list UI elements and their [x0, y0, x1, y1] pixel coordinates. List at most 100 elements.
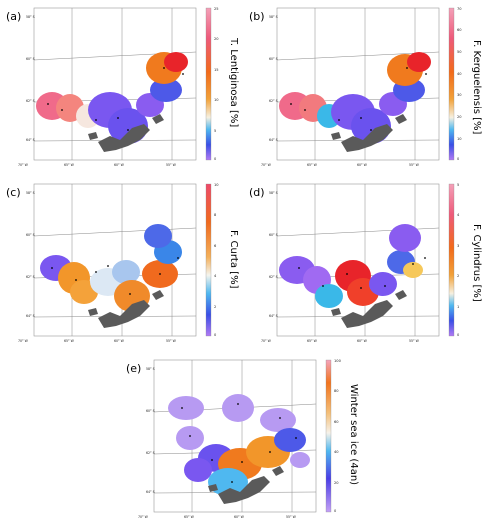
panel-label: (b) [249, 10, 265, 23]
lon-label: 60° W [114, 339, 125, 343]
svg-text:4: 4 [214, 274, 217, 278]
svg-text:0: 0 [334, 509, 337, 513]
panel-c: 58° S 60° S 62° S 64° S 70° W 65° W 60° … [6, 183, 239, 343]
panel-b: 58° S 60° S 62° S 64° S 70° W 65° W 60° … [249, 7, 482, 167]
lon-label: 60° W [234, 515, 245, 519]
lon-label: 60° W [357, 163, 368, 167]
svg-text:6: 6 [214, 244, 217, 248]
land-mass [88, 114, 164, 152]
lon-label: 55° W [409, 163, 420, 167]
panel-label: (a) [6, 10, 21, 23]
colorbar-title: F. Kerguelensis [%] [471, 40, 482, 135]
lat-label: 60° S [146, 409, 155, 413]
svg-text:0: 0 [214, 333, 217, 337]
lon-label: 70° W [18, 163, 29, 167]
panel-a: 60° S 62° S 64° S 58° S 70° W 65° W 60° … [6, 7, 239, 167]
sample-sites [298, 257, 426, 289]
svg-text:50: 50 [457, 50, 462, 54]
svg-text:80: 80 [334, 389, 339, 393]
svg-text:40: 40 [334, 450, 339, 454]
svg-text:2: 2 [457, 274, 459, 278]
lat-label: 58° S [26, 15, 35, 19]
colorbar-title: Winter sea ice (4an) [348, 384, 359, 485]
svg-text:0: 0 [214, 157, 217, 161]
svg-text:0: 0 [457, 333, 460, 337]
lat-label: 58° S [26, 191, 35, 195]
interpolated-surface [168, 394, 310, 496]
lon-label: 70° W [138, 515, 149, 519]
colorbar-title: F. Cylindrus [%] [471, 224, 482, 302]
colorbar [205, 183, 212, 337]
sample-sites [51, 257, 179, 295]
svg-text:100: 100 [334, 359, 342, 363]
colorbar-title: T. Lentiginosa [%] [228, 37, 239, 127]
interpolated-surface [279, 224, 423, 308]
svg-text:20: 20 [457, 115, 462, 119]
lon-label: 70° W [261, 339, 272, 343]
panel-label: (d) [249, 186, 265, 199]
lat-label: 62° S [26, 275, 35, 279]
lon-label: 70° W [18, 339, 29, 343]
svg-text:0: 0 [457, 157, 460, 161]
svg-text:15: 15 [214, 68, 219, 72]
sample-sites [181, 403, 297, 483]
svg-text:25: 25 [214, 7, 219, 11]
colorbar-ticks: 10 8 6 4 2 0 [214, 183, 219, 337]
colorbar-title: F. Curta [%] [228, 230, 239, 289]
lat-label: 64° S [269, 138, 278, 142]
lat-label: 58° S [146, 367, 155, 371]
lon-label: 65° W [184, 515, 195, 519]
colorbar-ticks: 25 20 15 10 5 0 [214, 7, 219, 161]
colorbar [448, 7, 455, 161]
lon-label: 65° W [307, 339, 318, 343]
svg-text:60: 60 [457, 28, 462, 32]
svg-text:2: 2 [214, 305, 216, 309]
colorbar [205, 7, 212, 161]
colorbar-ticks: 70 60 50 40 30 20 10 0 [457, 7, 462, 161]
svg-text:1: 1 [457, 305, 459, 309]
colorbar [325, 359, 332, 513]
svg-text:5: 5 [457, 183, 459, 187]
svg-text:20: 20 [334, 481, 339, 485]
lon-label: 55° W [166, 163, 177, 167]
lon-label: 60° W [357, 339, 368, 343]
land-mass [331, 114, 407, 152]
svg-text:30: 30 [457, 93, 462, 97]
lat-label: 62° S [146, 451, 155, 455]
colorbar-ticks: 5 4 3 2 1 0 [457, 183, 460, 337]
lat-label: 62° S [269, 275, 278, 279]
svg-text:10: 10 [214, 98, 219, 102]
svg-text:10: 10 [457, 137, 462, 141]
lat-label: 64° S [269, 314, 278, 318]
svg-text:10: 10 [214, 183, 219, 187]
lat-label: 60° S [269, 233, 278, 237]
interpolated-surface [36, 52, 188, 144]
svg-text:20: 20 [214, 37, 219, 41]
panel-label: (c) [6, 186, 21, 199]
lat-label: 60° S [269, 57, 278, 61]
lat-label: 64° S [26, 314, 35, 318]
land-mass [331, 290, 407, 328]
lon-label: 65° W [64, 163, 75, 167]
land-mass [88, 290, 164, 328]
sample-sites [47, 67, 184, 131]
lon-label: 70° W [261, 163, 272, 167]
sample-sites [290, 67, 427, 131]
svg-text:40: 40 [457, 72, 462, 76]
lat-label: 62° S [26, 99, 35, 103]
land-mass [208, 466, 284, 504]
panel-d: 58° S 60° S 62° S 64° S 70° W 65° W 60° … [249, 183, 482, 343]
lon-label: 60° W [114, 163, 125, 167]
lat-label: 64° S [146, 490, 155, 494]
svg-text:60: 60 [334, 420, 339, 424]
lat-label: 58° S [269, 191, 278, 195]
lat-label: 64° S [26, 138, 35, 142]
colorbar-ticks: 100 80 60 40 20 0 [334, 359, 342, 513]
svg-text:8: 8 [214, 213, 217, 217]
svg-text:70: 70 [457, 7, 462, 11]
lat-label: 60° S [26, 57, 35, 61]
svg-text:3: 3 [457, 244, 459, 248]
lat-label: 60° S [26, 233, 35, 237]
panel-label: (e) [126, 362, 141, 375]
lon-label: 65° W [307, 163, 318, 167]
